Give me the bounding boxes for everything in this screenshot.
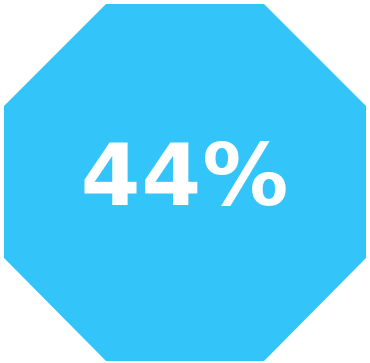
- percentage-value: 44%: [80, 125, 290, 226]
- percentage-badge: 44%: [4, 4, 366, 361]
- octagon-shape: [4, 4, 366, 361]
